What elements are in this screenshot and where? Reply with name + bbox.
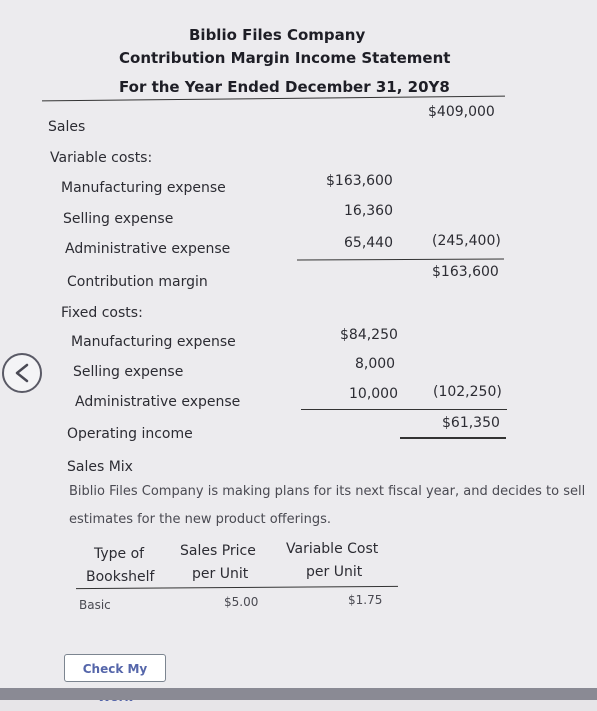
row-basic-price: $5.00 bbox=[224, 595, 259, 609]
sales-mix-intro-line2: estimates for the new product offerings. bbox=[69, 512, 331, 527]
contribution-margin-label: Contribution margin bbox=[67, 274, 208, 290]
sales-label: Sales bbox=[48, 119, 86, 135]
variable-subtotal-rule bbox=[296, 258, 505, 261]
back-button[interactable] bbox=[2, 353, 42, 393]
sales-mix-intro-line1: Biblio Files Company is making plans for… bbox=[69, 484, 586, 499]
fixed-manufacturing-label: Manufacturing expense bbox=[71, 334, 236, 350]
header-price-line1: Sales Price bbox=[180, 543, 256, 559]
fixed-subtotal-rule bbox=[301, 409, 507, 410]
variable-selling-value: 16,360 bbox=[344, 203, 393, 219]
header-price-line2: per Unit bbox=[192, 566, 249, 582]
fixed-manufacturing-value: $84,250 bbox=[340, 327, 398, 343]
variable-administrative-value: 65,440 bbox=[344, 235, 393, 251]
variable-selling-label: Selling expense bbox=[63, 211, 174, 227]
variable-total: (245,400) bbox=[432, 233, 501, 249]
fixed-selling-label: Selling expense bbox=[73, 364, 184, 380]
table-header-rule bbox=[76, 585, 398, 590]
contribution-margin-value: $163,600 bbox=[432, 264, 499, 280]
fixed-total: (102,250) bbox=[433, 384, 502, 400]
check-my-work-button[interactable]: Check My Work bbox=[64, 654, 166, 704]
chevron-left-icon bbox=[15, 363, 29, 383]
row-basic-type: Basic bbox=[79, 598, 111, 612]
operating-income-label: Operating income bbox=[67, 426, 193, 442]
sales-value: $409,000 bbox=[428, 104, 495, 120]
bottom-frame bbox=[0, 688, 597, 700]
row-basic-cost: $1.75 bbox=[348, 593, 383, 607]
header-type-line2: Bookshelf bbox=[86, 569, 155, 585]
header-cost-line1: Variable Cost bbox=[286, 541, 379, 557]
fixed-costs-label: Fixed costs: bbox=[61, 305, 143, 321]
fixed-selling-value: 8,000 bbox=[355, 356, 396, 372]
fixed-administrative-label: Administrative expense bbox=[75, 394, 241, 410]
variable-manufacturing-label: Manufacturing expense bbox=[61, 180, 226, 196]
operating-income-value: $61,350 bbox=[442, 415, 500, 431]
company-name: Biblio Files Company bbox=[189, 26, 366, 44]
header-cost-line2: per Unit bbox=[306, 564, 363, 580]
header-type-line1: Type of bbox=[94, 546, 145, 562]
fixed-administrative-value: 10,000 bbox=[349, 386, 398, 402]
variable-costs-label: Variable costs: bbox=[50, 150, 153, 166]
statement-period: For the Year Ended December 31, 20Y8 bbox=[119, 78, 450, 96]
variable-administrative-label: Administrative expense bbox=[65, 241, 231, 257]
sales-mix-heading: Sales Mix bbox=[67, 459, 133, 475]
variable-manufacturing-value: $163,600 bbox=[326, 173, 393, 189]
statement-title: Contribution Margin Income Statement bbox=[119, 49, 451, 67]
header-rule bbox=[42, 95, 505, 102]
operating-income-double-rule bbox=[400, 437, 506, 439]
